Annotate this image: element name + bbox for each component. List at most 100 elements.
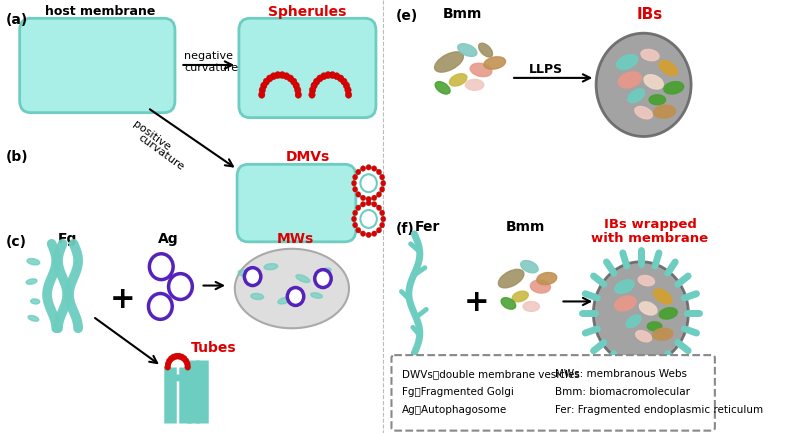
- Ellipse shape: [483, 58, 506, 70]
- Circle shape: [165, 361, 171, 367]
- Circle shape: [366, 233, 371, 238]
- Circle shape: [184, 361, 190, 367]
- Ellipse shape: [457, 45, 477, 57]
- Ellipse shape: [659, 308, 677, 319]
- Ellipse shape: [523, 302, 540, 312]
- Circle shape: [185, 364, 190, 370]
- Circle shape: [354, 168, 383, 200]
- Ellipse shape: [617, 56, 638, 70]
- Circle shape: [376, 192, 382, 198]
- Ellipse shape: [465, 80, 483, 91]
- Ellipse shape: [653, 329, 673, 341]
- Text: curvature: curvature: [137, 132, 186, 172]
- Ellipse shape: [659, 61, 677, 76]
- Ellipse shape: [635, 107, 653, 119]
- Ellipse shape: [435, 82, 450, 95]
- Ellipse shape: [626, 316, 641, 328]
- Text: host membrane: host membrane: [45, 5, 156, 18]
- Circle shape: [275, 72, 281, 79]
- Text: LLPS: LLPS: [529, 63, 563, 76]
- Ellipse shape: [501, 298, 516, 309]
- Ellipse shape: [264, 264, 278, 270]
- Circle shape: [379, 223, 385, 228]
- Text: (a): (a): [6, 13, 28, 27]
- Circle shape: [310, 87, 316, 94]
- Circle shape: [317, 76, 323, 83]
- Circle shape: [354, 204, 383, 235]
- Text: Fg: Fg: [58, 231, 77, 245]
- FancyBboxPatch shape: [239, 19, 376, 118]
- Ellipse shape: [238, 270, 254, 278]
- Circle shape: [173, 353, 179, 359]
- Circle shape: [329, 72, 336, 79]
- Ellipse shape: [647, 322, 662, 331]
- Circle shape: [596, 34, 691, 137]
- Circle shape: [167, 358, 172, 365]
- Ellipse shape: [320, 268, 331, 274]
- Ellipse shape: [664, 82, 683, 95]
- Text: Fer: Fer: [415, 220, 440, 233]
- Ellipse shape: [31, 299, 40, 304]
- Circle shape: [360, 166, 366, 172]
- Text: Bmm: Bmm: [506, 220, 545, 233]
- Circle shape: [149, 254, 173, 280]
- Ellipse shape: [530, 280, 551, 293]
- Ellipse shape: [26, 279, 37, 285]
- Circle shape: [376, 205, 382, 211]
- Circle shape: [352, 181, 356, 187]
- Ellipse shape: [639, 302, 657, 315]
- Circle shape: [179, 354, 185, 361]
- Text: (c): (c): [6, 234, 27, 248]
- Circle shape: [266, 76, 273, 83]
- Text: DWVs：double membrane vesicles: DWVs：double membrane vesicles: [401, 368, 579, 378]
- Text: MWs: membranous Webs: MWs: membranous Webs: [555, 368, 687, 378]
- Circle shape: [284, 73, 290, 80]
- Circle shape: [182, 356, 187, 362]
- Circle shape: [325, 72, 331, 79]
- Text: +: +: [464, 287, 489, 316]
- Circle shape: [366, 165, 371, 171]
- Circle shape: [291, 79, 297, 86]
- Circle shape: [340, 79, 347, 86]
- Circle shape: [356, 228, 361, 233]
- Text: Tubes: Tubes: [190, 340, 236, 355]
- Text: Bmm: biomacromolecular: Bmm: biomacromolecular: [555, 386, 690, 396]
- Circle shape: [360, 175, 377, 193]
- Ellipse shape: [27, 259, 40, 265]
- Circle shape: [259, 87, 265, 94]
- Circle shape: [149, 294, 172, 319]
- Circle shape: [183, 358, 189, 365]
- Circle shape: [352, 175, 358, 181]
- Text: Bmm: Bmm: [443, 7, 483, 21]
- Ellipse shape: [28, 316, 39, 322]
- Circle shape: [371, 196, 377, 201]
- Circle shape: [376, 228, 382, 233]
- Circle shape: [333, 73, 340, 80]
- Circle shape: [344, 87, 352, 94]
- Circle shape: [314, 79, 320, 86]
- Circle shape: [379, 187, 385, 193]
- Circle shape: [360, 210, 377, 228]
- Text: IBs wrapped: IBs wrapped: [604, 217, 697, 230]
- Circle shape: [379, 175, 385, 181]
- Ellipse shape: [521, 261, 538, 273]
- Circle shape: [366, 201, 371, 207]
- Circle shape: [352, 217, 356, 222]
- Circle shape: [168, 356, 174, 362]
- Ellipse shape: [435, 53, 464, 73]
- Circle shape: [309, 92, 315, 99]
- Text: (b): (b): [6, 150, 28, 164]
- Circle shape: [376, 170, 382, 175]
- Circle shape: [176, 353, 182, 359]
- Circle shape: [270, 73, 276, 80]
- Ellipse shape: [619, 73, 641, 89]
- Circle shape: [321, 73, 327, 80]
- Ellipse shape: [615, 280, 634, 294]
- Circle shape: [360, 196, 366, 201]
- Text: with membrane: with membrane: [592, 231, 709, 244]
- Circle shape: [168, 274, 192, 300]
- Circle shape: [593, 262, 688, 365]
- Ellipse shape: [615, 296, 636, 311]
- Text: positive: positive: [131, 118, 172, 152]
- Circle shape: [295, 87, 301, 94]
